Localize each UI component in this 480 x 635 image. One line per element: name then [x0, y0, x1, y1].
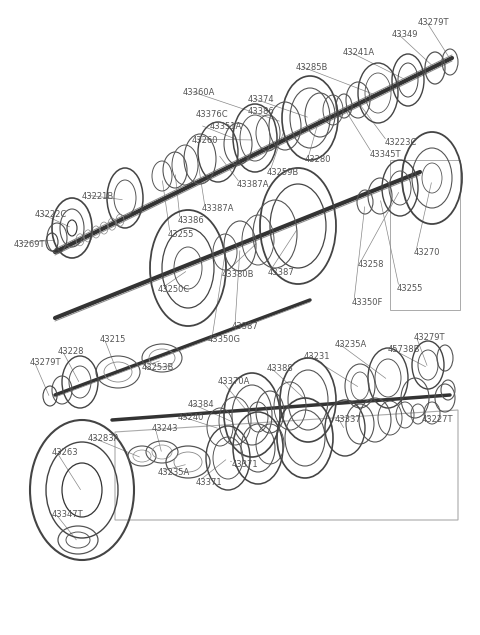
Text: 43279T: 43279T: [414, 333, 445, 342]
Text: 43223C: 43223C: [385, 138, 418, 147]
Text: 43380B: 43380B: [222, 270, 254, 279]
Text: 43222C: 43222C: [35, 210, 67, 219]
Text: 43221B: 43221B: [82, 192, 114, 201]
Text: 43285B: 43285B: [296, 63, 328, 72]
Text: 43387A: 43387A: [202, 204, 235, 213]
Text: 43283A: 43283A: [88, 434, 120, 443]
Text: 43387: 43387: [268, 268, 295, 277]
Text: 43253B: 43253B: [142, 363, 174, 372]
Text: 43255: 43255: [168, 230, 194, 239]
Text: 43243: 43243: [152, 424, 179, 433]
Text: 43235A: 43235A: [158, 468, 190, 477]
Text: 43371: 43371: [232, 460, 259, 469]
Text: 43351A: 43351A: [210, 122, 242, 131]
Text: 43258: 43258: [358, 260, 384, 269]
Text: 43374: 43374: [248, 95, 275, 104]
Text: 43280: 43280: [305, 155, 332, 164]
Text: 43384: 43384: [188, 400, 215, 409]
Text: 43240: 43240: [178, 413, 204, 422]
Text: 43231: 43231: [304, 352, 331, 361]
Text: 43350G: 43350G: [208, 335, 241, 344]
Text: 43387: 43387: [232, 322, 259, 331]
Text: 43347T: 43347T: [52, 510, 84, 519]
Text: 43250C: 43250C: [158, 285, 190, 294]
Text: 43345T: 43345T: [370, 150, 401, 159]
Text: 43215: 43215: [100, 335, 126, 344]
Text: 43376C: 43376C: [196, 110, 228, 119]
Text: 43360A: 43360A: [183, 88, 216, 97]
Text: 43270: 43270: [414, 248, 441, 257]
Text: 43370A: 43370A: [218, 377, 251, 386]
Text: 43337: 43337: [335, 415, 362, 424]
Text: 43349: 43349: [392, 30, 419, 39]
Text: 43279T: 43279T: [418, 18, 449, 27]
Text: 43269T: 43269T: [14, 240, 46, 249]
Text: 43235A: 43235A: [335, 340, 367, 349]
Text: 43386: 43386: [248, 107, 275, 116]
Text: 45738B: 45738B: [388, 345, 420, 354]
Text: 43228: 43228: [58, 347, 84, 356]
Text: 43371: 43371: [196, 478, 223, 487]
Text: 43279T: 43279T: [30, 358, 61, 367]
Text: 43387A: 43387A: [237, 180, 269, 189]
Text: 43263: 43263: [52, 448, 79, 457]
Text: 43241A: 43241A: [343, 48, 375, 57]
Text: 43260: 43260: [192, 136, 218, 145]
Text: 43388: 43388: [267, 364, 294, 373]
Text: 43350F: 43350F: [352, 298, 384, 307]
Text: 43227T: 43227T: [422, 415, 454, 424]
Text: 43255: 43255: [397, 284, 423, 293]
Text: 43259B: 43259B: [267, 168, 299, 177]
Text: 43386: 43386: [178, 216, 205, 225]
